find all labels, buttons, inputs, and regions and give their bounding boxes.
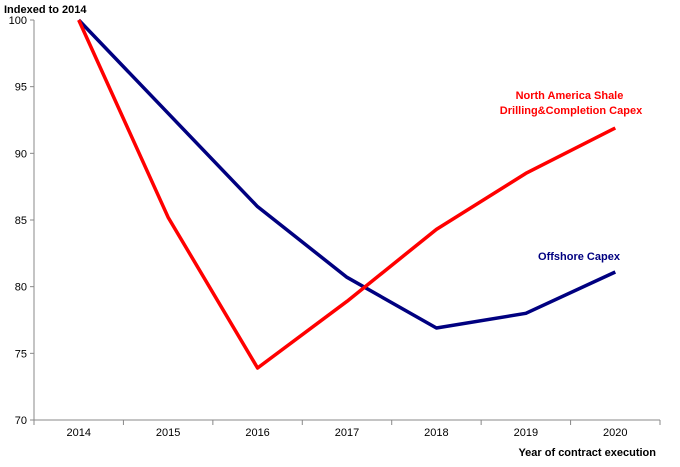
y-tick-label: 95 <box>15 82 27 94</box>
x-tick-label: 2017 <box>335 427 359 439</box>
series-label-shale-line2: Drilling&Completion Capex <box>500 105 643 117</box>
y-tick-label: 85 <box>15 215 27 227</box>
series-line-offshore <box>77 18 617 330</box>
series-lines <box>77 18 617 370</box>
series-label-shale-line1: North America Shale <box>516 90 624 102</box>
y-axis-title: Indexed to 2014 <box>4 4 87 16</box>
y-tick-label: 70 <box>15 415 27 427</box>
x-tick-label: 2015 <box>156 427 180 439</box>
y-tick-group: 70 75 80 85 90 95 100 <box>9 15 34 427</box>
y-tick-label: 100 <box>9 15 27 27</box>
series-label-offshore: Offshore Capex <box>538 251 621 263</box>
y-tick-label: 80 <box>15 282 27 294</box>
x-tick-label: 2018 <box>424 427 448 439</box>
series-line-shale <box>77 19 617 370</box>
x-tick-label: 2016 <box>245 427 269 439</box>
x-tick-label: 2020 <box>603 427 627 439</box>
x-tick-group: 2014 2015 2016 2017 2018 2019 2020 <box>33 420 661 439</box>
x-tick-label: 2014 <box>66 427 90 439</box>
series-label-offshore-line1: Offshore Capex <box>538 251 621 263</box>
x-axis-title: Year of contract execution <box>518 447 656 459</box>
series-label-shale: North America Shale Drilling&Completion … <box>500 90 643 117</box>
y-tick-label: 75 <box>15 348 27 360</box>
x-tick-label: 2019 <box>514 427 538 439</box>
y-tick-label: 90 <box>15 148 27 160</box>
